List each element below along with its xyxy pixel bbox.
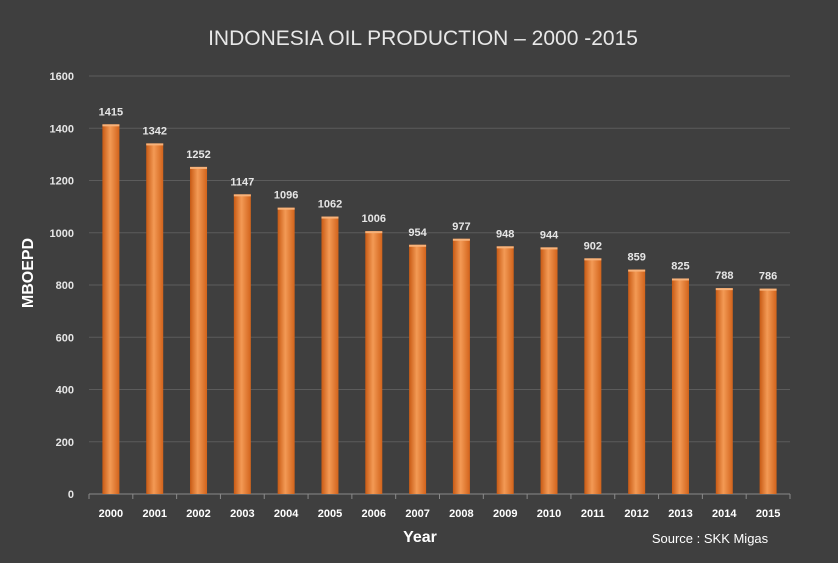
- bar-top-highlight: [277, 207, 295, 210]
- bar-2000: [102, 124, 120, 495]
- x-tick-label: 2013: [668, 508, 692, 520]
- bar-top-highlight: [452, 238, 470, 241]
- x-tick-label: 2009: [493, 508, 517, 520]
- bar-2006: [365, 231, 383, 494]
- data-label-2014: 788: [715, 270, 733, 282]
- data-label-2006: 1006: [362, 213, 386, 225]
- y-tick-label: 200: [56, 437, 74, 449]
- bars: [102, 124, 777, 495]
- bar-2011: [584, 258, 602, 494]
- bar-2004: [277, 207, 295, 495]
- x-tick-label: 2011: [581, 508, 605, 520]
- x-tick-label: 2014: [712, 508, 737, 520]
- data-label-2009: 948: [496, 228, 514, 240]
- x-axis-label: Year: [403, 529, 437, 546]
- bar-top-highlight: [496, 246, 514, 249]
- y-tick-label: 400: [56, 385, 74, 397]
- y-axis-ticks: 0 200 400 600 800 1000 1200 1400 1600: [50, 71, 74, 501]
- bar-top-highlight: [190, 166, 208, 169]
- x-tick-label: 2006: [362, 508, 386, 520]
- data-label-2002: 1252: [186, 149, 210, 161]
- bar-top-highlight: [409, 244, 427, 247]
- bar-2002: [190, 166, 208, 495]
- bar-top-highlight: [628, 269, 646, 272]
- bar-2005: [321, 216, 339, 495]
- x-tick-label: 2005: [318, 508, 342, 520]
- y-tick-label: 1200: [50, 176, 74, 188]
- y-tick-label: 1400: [50, 123, 74, 135]
- bar-2014: [715, 288, 733, 494]
- x-tick-label: 2000: [99, 508, 123, 520]
- data-label-2008: 977: [452, 221, 470, 233]
- bar-2001: [146, 143, 164, 494]
- x-tick-label: 2007: [405, 508, 429, 520]
- x-tick-label: 2015: [756, 508, 780, 520]
- bar-2008: [452, 238, 470, 494]
- data-label-2007: 954: [408, 227, 427, 239]
- bar-2003: [233, 194, 251, 494]
- bar-2010: [540, 247, 558, 494]
- y-tick-label: 800: [56, 280, 74, 292]
- x-tick-label: 2004: [274, 508, 299, 520]
- x-tick-label: 2003: [230, 508, 254, 520]
- data-labels: 1415 1342 1252 1147 1096 1062 1006 954 977 948 944…: [99, 106, 778, 282]
- data-label-2004: 1096: [274, 190, 298, 202]
- chart-title: INDONESIA OIL PRODUCTION – 2000 -2015: [208, 27, 638, 50]
- bar-2012: [628, 269, 646, 494]
- bar-top-highlight: [540, 247, 558, 250]
- bar-top-highlight: [584, 258, 602, 261]
- x-tick-label: 2012: [624, 508, 648, 520]
- bar-top-highlight: [233, 194, 251, 197]
- bar-2007: [409, 244, 427, 494]
- data-label-2001: 1342: [142, 125, 166, 137]
- y-tick-label: 0: [68, 489, 74, 501]
- y-axis-label: MBOEPD: [20, 238, 37, 308]
- bar-top-highlight: [321, 216, 339, 219]
- bar-2013: [671, 278, 689, 494]
- data-label-2015: 786: [759, 271, 777, 283]
- source-note: Source : SKK Migas: [652, 531, 769, 546]
- y-tick-label: 1000: [50, 228, 74, 240]
- data-label-2010: 944: [540, 229, 559, 241]
- bar-top-highlight: [146, 143, 164, 146]
- x-axis-ticks: 2000 2001 2002 2003 2004 2005 2006 2007 2008 2009…: [99, 508, 781, 520]
- bar-top-highlight: [102, 124, 120, 127]
- data-label-2012: 859: [627, 252, 645, 264]
- bar-top-highlight: [671, 278, 689, 281]
- bar-top-highlight: [365, 231, 383, 234]
- data-label-2000: 1415: [99, 106, 123, 118]
- bar-top-highlight: [715, 288, 733, 291]
- y-tick-label: 600: [56, 332, 74, 344]
- bar-2009: [496, 246, 514, 494]
- x-tick-label: 2010: [537, 508, 561, 520]
- data-label-2011: 902: [584, 240, 602, 252]
- bar-top-highlight: [759, 288, 777, 291]
- x-tick-label: 2001: [142, 508, 166, 520]
- bar-2015: [759, 288, 777, 494]
- data-label-2013: 825: [671, 260, 689, 272]
- y-tick-label: 1600: [50, 71, 74, 83]
- x-tick-label: 2002: [186, 508, 210, 520]
- x-tick-label: 2008: [449, 508, 473, 520]
- data-label-2005: 1062: [318, 199, 342, 211]
- data-label-2003: 1147: [230, 176, 254, 188]
